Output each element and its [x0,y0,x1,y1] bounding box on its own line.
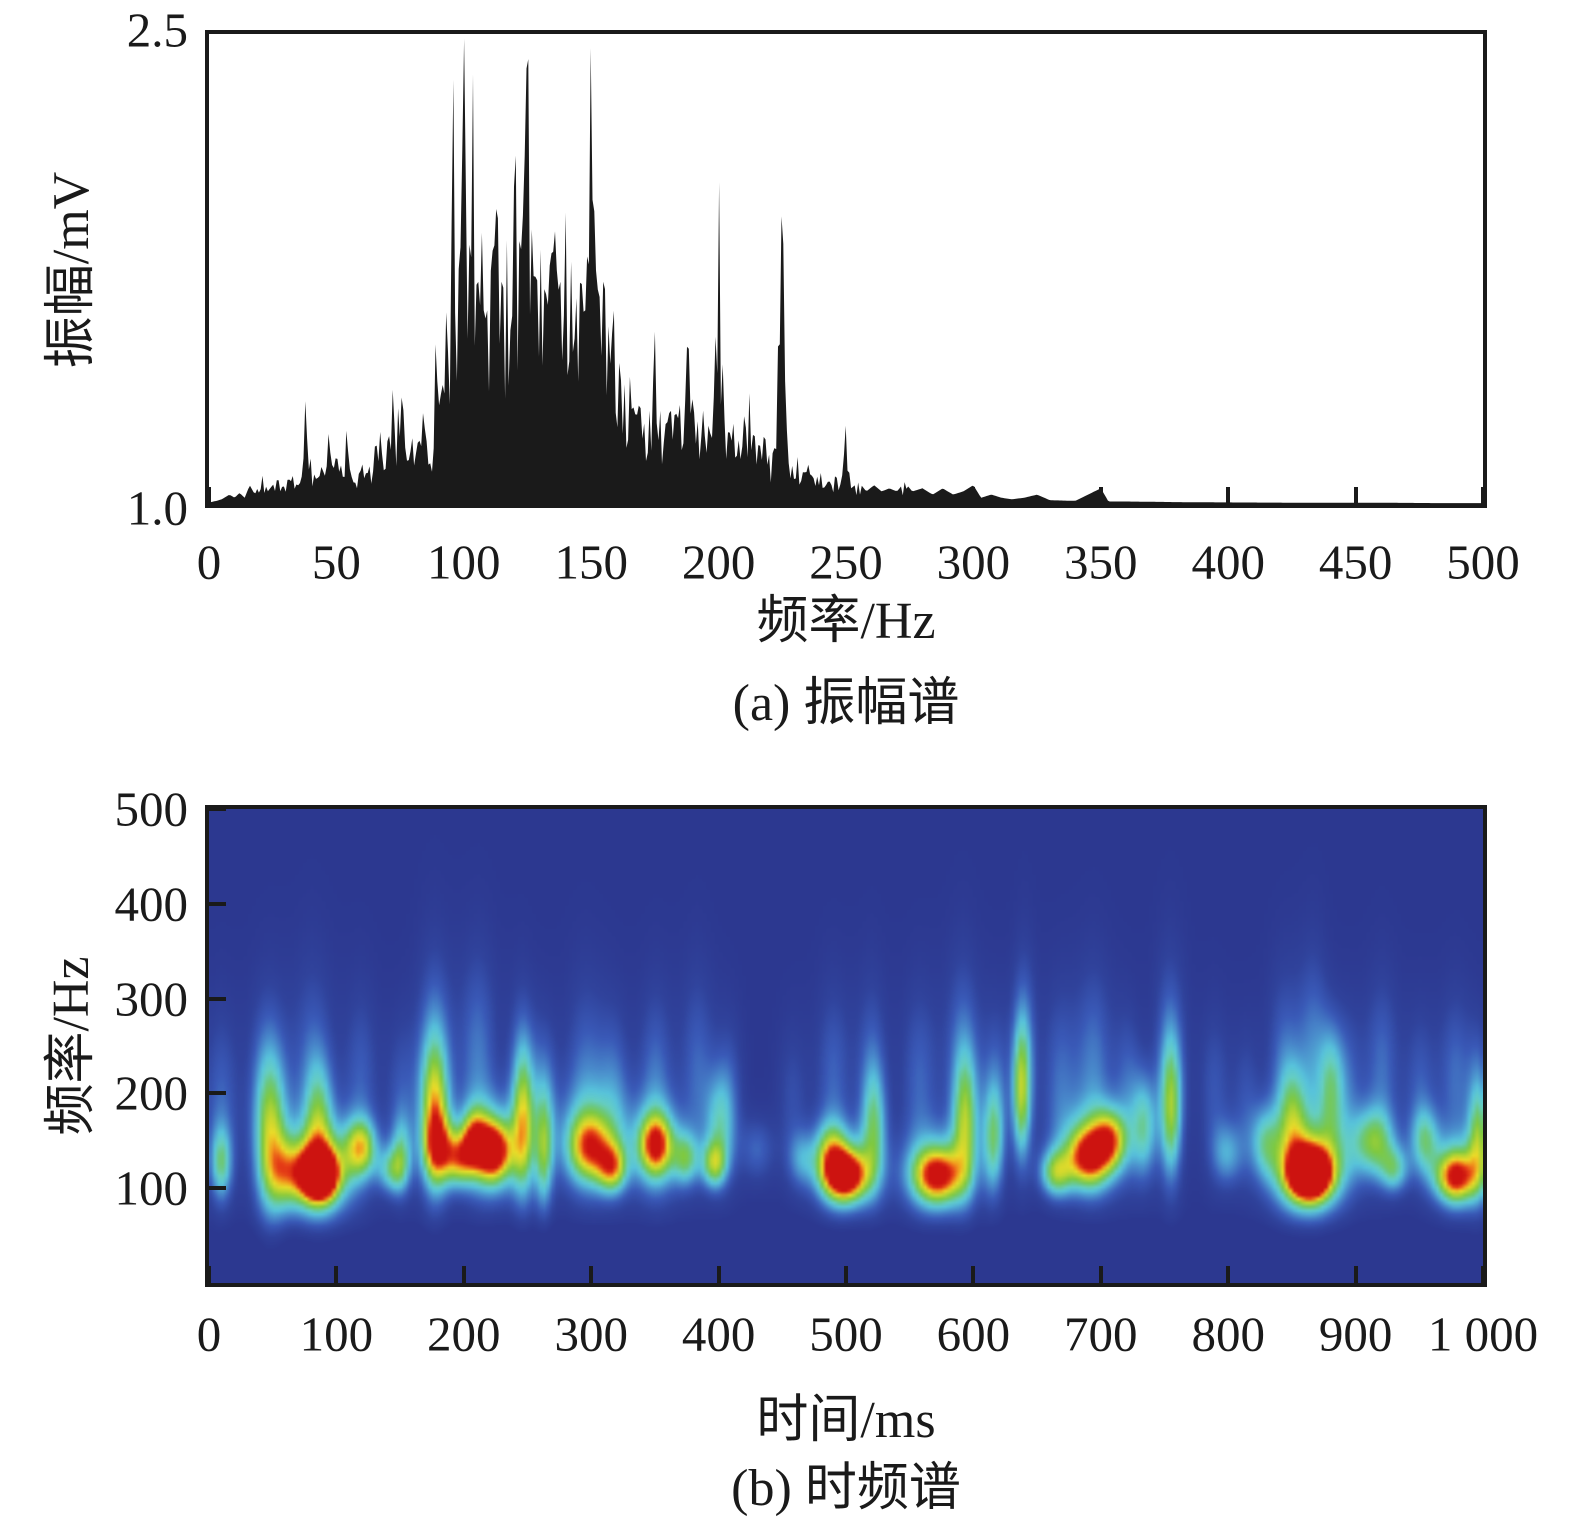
x-tick-label-a: 100 [427,534,501,590]
y-tick-label-b: 400 [114,876,189,932]
y-tick-b-500 [209,807,226,811]
x-tick-a-100 [461,487,466,504]
x-tick-a-300 [971,487,976,504]
x-tick-b-600 [971,1266,976,1283]
x-tick-label-b: 0 [196,1306,222,1362]
y-tick-label-b: 300 [114,971,189,1027]
spectrum-area [209,38,1483,504]
x-tick-a-350 [1098,487,1103,504]
x-tick-b-100 [334,1266,339,1283]
x-tick-b-900 [1353,1266,1358,1283]
x-tick-label-a: 50 [311,534,361,590]
x-tick-b-300 [589,1266,594,1283]
amplitude-spectrum-trace [209,38,1483,504]
caption-panel-a: (a) 振幅谱 [732,675,960,732]
x-tick-a-450 [1353,487,1358,504]
caption-panel-b: (b) 时频谱 [731,1460,961,1517]
y-tick-b-100 [209,1186,226,1191]
x-tick-a-0 [207,487,211,504]
x-tick-b-1000 [1481,1266,1485,1283]
amplitude-spectrum-plot [205,30,1487,508]
y-tick-label-b: 200 [114,1065,189,1121]
x-tick-label-b: 600 [936,1306,1011,1362]
x-tick-b-400 [716,1266,721,1283]
x-tick-label-b: 400 [681,1306,756,1362]
x-tick-label-a: 0 [196,534,222,590]
y-tick-b-300 [209,996,226,1001]
x-tick-b-800 [1226,1266,1231,1283]
x-tick-label-a: 300 [936,534,1011,590]
y-tick-b-400 [209,901,226,906]
x-tick-label-b: 700 [1064,1306,1138,1362]
x-tick-b-500 [844,1266,848,1283]
x-tick-label-a: 400 [1191,534,1265,590]
x-tick-b-0 [207,1266,211,1283]
x-tick-label-b: 800 [1191,1306,1265,1362]
x-tick-b-700 [1098,1266,1103,1283]
x-tick-a-50 [334,487,339,504]
x-tick-label-a: 450 [1318,534,1393,590]
x-tick-label-b: 1 000 [1427,1306,1539,1362]
y-tick-b-200 [209,1091,226,1096]
y-tick-label-a-min: 1.0 [126,480,188,536]
x-tick-label-b: 200 [427,1306,501,1362]
x-axis-title-b: 时间/ms [756,1392,936,1449]
y-axis-title-b: 频率/Hz [43,956,100,1136]
spectrogram-plot [205,805,1487,1287]
x-tick-label-a: 350 [1064,534,1138,590]
x-tick-label-a: 250 [809,534,883,590]
x-tick-a-200 [716,487,721,504]
x-tick-label-b: 900 [1318,1306,1393,1362]
y-tick-label-a-max: 2.5 [126,2,188,58]
x-tick-a-500 [1481,487,1485,504]
x-tick-label-b: 100 [299,1306,374,1362]
x-tick-b-200 [461,1266,466,1283]
y-axis-title-a: 振幅/mV [43,171,100,369]
spectrogram-heatmap [209,809,1483,1283]
y-tick-label-b: 100 [114,1160,189,1216]
x-tick-label-b: 300 [554,1306,628,1362]
x-tick-label-a: 500 [1446,534,1520,590]
y-tick-label-b: 500 [114,781,189,837]
x-tick-a-250 [844,487,848,504]
x-tick-label-b: 500 [809,1306,883,1362]
x-tick-a-150 [589,487,594,504]
x-tick-label-a: 200 [681,534,756,590]
x-tick-a-400 [1226,487,1231,504]
x-axis-title-a: 频率/Hz [756,593,936,650]
x-tick-label-a: 150 [554,534,628,590]
